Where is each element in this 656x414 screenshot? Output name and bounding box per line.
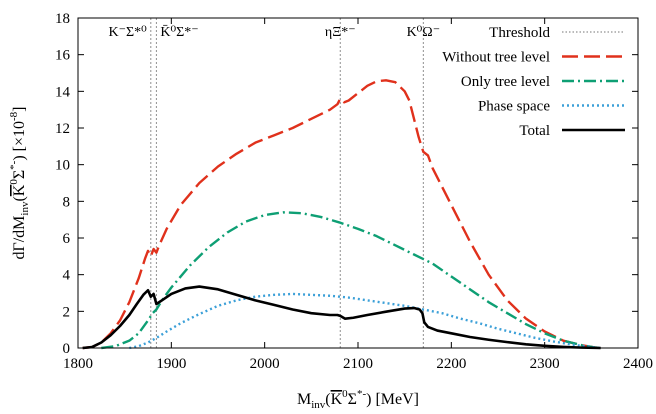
y-tick-label: 4 [63, 268, 71, 284]
series-lines [82, 79, 601, 350]
x-tick-label: 1900 [156, 356, 186, 372]
threshold-label: ηΞ*⁻ [325, 25, 356, 40]
x-tick-label: 2100 [343, 356, 373, 372]
x-axis-title: Minv(K0Σ*-) [MeV] [297, 388, 419, 411]
series-line [129, 292, 601, 350]
x-tick-label: 2400 [623, 356, 653, 372]
y-tick-label: 0 [63, 341, 71, 357]
legend-label: Phase space [478, 99, 550, 115]
axis-ticks: 1800 1900 2000 2100 2200 2300 2400 0 2 4 6 8 10 12 14 1… [55, 11, 653, 372]
y-tick-label: 6 [63, 231, 71, 247]
threshold-label: K⁻Σ*⁰ [109, 25, 148, 40]
legend-label: Without tree level [442, 50, 550, 66]
y-tick-label: 2 [63, 304, 71, 320]
threshold-label: K⁰Ω⁻ [407, 25, 441, 40]
legend-label: Total [519, 123, 550, 139]
legend: Threshold Without tree level Only tree lev… [442, 25, 625, 139]
y-axis-title: dΓ/dMinv(K0Σ*-) [×10-8] [8, 106, 31, 259]
x-tick-label: 2200 [436, 356, 466, 372]
legend-label: Threshold [489, 25, 550, 41]
x-tick-label: 2000 [250, 356, 280, 372]
x-tick-label: 2300 [530, 356, 560, 372]
y-tick-label: 10 [55, 158, 70, 174]
series-line [82, 285, 601, 350]
y-tick-label: 12 [55, 121, 70, 137]
threshold-lines [150, 18, 424, 348]
series-line [82, 79, 601, 350]
legend-label: Only tree level [461, 74, 550, 90]
series-line [101, 211, 601, 350]
threshold-label: K̄⁰Σ*⁻ [160, 24, 198, 40]
y-tick-label: 18 [55, 11, 70, 27]
y-tick-label: 14 [55, 84, 71, 100]
x-tick-label: 1800 [63, 356, 93, 372]
y-tick-label: 8 [63, 194, 71, 210]
threshold-labels: K⁻Σ*⁰ K̄⁰Σ*⁻ ηΞ*⁻ K⁰Ω⁻ [109, 24, 441, 40]
y-tick-label: 16 [55, 48, 71, 64]
